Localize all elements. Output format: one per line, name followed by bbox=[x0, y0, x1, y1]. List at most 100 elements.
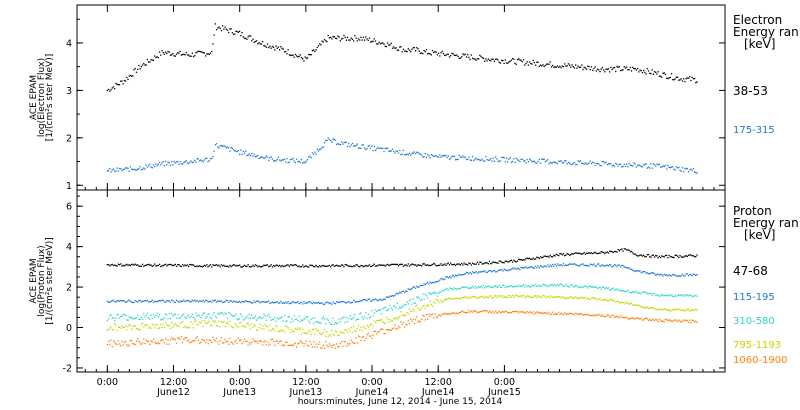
proton-data-point bbox=[467, 287, 469, 289]
electron-data-point bbox=[339, 143, 341, 146]
proton-data-point bbox=[355, 330, 357, 332]
data-points bbox=[106, 23, 698, 350]
proton-data-point bbox=[692, 319, 695, 322]
proton-data-point bbox=[371, 300, 373, 302]
electron-data-point bbox=[271, 45, 274, 48]
proton-data-point bbox=[209, 300, 212, 302]
electron-data-point bbox=[583, 66, 585, 69]
proton-data-point bbox=[277, 265, 280, 267]
proton-data-point bbox=[420, 284, 423, 287]
proton-data-point bbox=[349, 315, 351, 317]
proton-data-point bbox=[680, 294, 682, 296]
electron-data-point bbox=[203, 52, 206, 54]
proton-data-point bbox=[695, 308, 697, 310]
electron-data-point bbox=[548, 163, 550, 165]
proton-data-point bbox=[403, 303, 406, 306]
electron-data-point bbox=[562, 66, 565, 68]
proton-data-point bbox=[230, 300, 232, 302]
proton-data-point bbox=[399, 327, 401, 329]
proton-data-point bbox=[365, 337, 367, 339]
proton-data-point bbox=[223, 321, 225, 323]
proton-data-point bbox=[433, 262, 435, 265]
proton-data-point bbox=[383, 307, 385, 309]
proton-data-point bbox=[296, 264, 298, 267]
proton-data-point bbox=[255, 319, 258, 321]
electron-data-point bbox=[693, 77, 696, 80]
proton-data-point bbox=[518, 295, 520, 298]
proton-data-point bbox=[663, 321, 665, 323]
electron-data-point bbox=[269, 45, 271, 47]
proton-data-point bbox=[465, 312, 468, 314]
proton-data-point bbox=[315, 302, 317, 304]
proton-data-point bbox=[171, 321, 173, 324]
proton-data-point bbox=[304, 332, 306, 335]
proton-data-point bbox=[282, 329, 284, 331]
proton-data-point bbox=[533, 295, 536, 297]
proton-data-point bbox=[437, 300, 440, 302]
proton-data-point bbox=[570, 263, 572, 265]
proton-data-point bbox=[428, 292, 430, 294]
proton-data-point bbox=[316, 320, 318, 323]
proton-data-point bbox=[128, 264, 130, 266]
proton-data-point bbox=[669, 309, 671, 311]
proton-data-point bbox=[479, 296, 481, 298]
electron-series-175-315 bbox=[106, 137, 698, 174]
electron-data-point bbox=[200, 159, 202, 161]
proton-data-point bbox=[441, 289, 443, 292]
proton-data-point bbox=[601, 314, 604, 316]
proton-data-point bbox=[339, 342, 341, 345]
electron-data-point bbox=[658, 75, 661, 77]
proton-data-point bbox=[180, 321, 183, 324]
electron-data-point bbox=[611, 68, 613, 71]
proton-data-point bbox=[132, 342, 134, 345]
proton-data-point bbox=[350, 265, 352, 268]
proton-data-point bbox=[644, 307, 646, 309]
x-tick-label-date: June12 bbox=[156, 387, 190, 398]
electron-data-point bbox=[181, 163, 184, 165]
proton-data-point bbox=[683, 293, 685, 296]
proton-data-point bbox=[379, 328, 382, 331]
proton-data-point bbox=[271, 266, 274, 268]
proton-data-point bbox=[377, 309, 379, 311]
proton-data-point bbox=[653, 320, 656, 322]
electron-data-point bbox=[525, 62, 527, 65]
proton-data-point bbox=[521, 285, 523, 287]
proton-data-point bbox=[429, 264, 431, 267]
proton-data-point bbox=[467, 297, 469, 299]
proton-data-point bbox=[566, 264, 568, 267]
proton-data-point bbox=[579, 253, 582, 255]
electron-data-point bbox=[246, 154, 248, 157]
proton-data-point bbox=[390, 307, 392, 309]
proton-data-point bbox=[558, 311, 560, 314]
electron-data-point bbox=[502, 156, 504, 158]
proton-data-point bbox=[487, 263, 490, 265]
proton-data-point bbox=[416, 285, 418, 287]
proton-data-point bbox=[188, 339, 190, 341]
proton-data-point bbox=[661, 255, 663, 257]
proton-data-point bbox=[218, 264, 220, 266]
proton-data-point bbox=[232, 264, 235, 266]
proton-data-point bbox=[600, 251, 602, 253]
proton-data-point bbox=[191, 313, 193, 316]
proton-data-point bbox=[537, 256, 539, 259]
electron-data-point bbox=[619, 69, 622, 72]
proton-data-point bbox=[516, 295, 519, 297]
proton-data-point bbox=[160, 300, 162, 302]
electron-data-point bbox=[235, 30, 237, 32]
proton-data-point bbox=[673, 273, 675, 276]
proton-data-point bbox=[413, 286, 415, 288]
proton-data-point bbox=[683, 319, 685, 321]
proton-data-point bbox=[622, 264, 624, 267]
x-tick-label-date: June15 bbox=[487, 387, 521, 398]
proton-data-point bbox=[355, 264, 357, 266]
proton-data-point bbox=[264, 301, 266, 303]
proton-data-point bbox=[561, 284, 564, 286]
electron-data-point bbox=[638, 164, 640, 166]
electron-data-point bbox=[214, 144, 217, 146]
electron-data-point bbox=[157, 56, 159, 59]
proton-data-point bbox=[112, 328, 115, 331]
proton-data-point bbox=[658, 255, 661, 258]
electron-data-point bbox=[370, 147, 372, 149]
electron-data-point bbox=[219, 145, 221, 147]
electron-data-point bbox=[140, 168, 143, 171]
